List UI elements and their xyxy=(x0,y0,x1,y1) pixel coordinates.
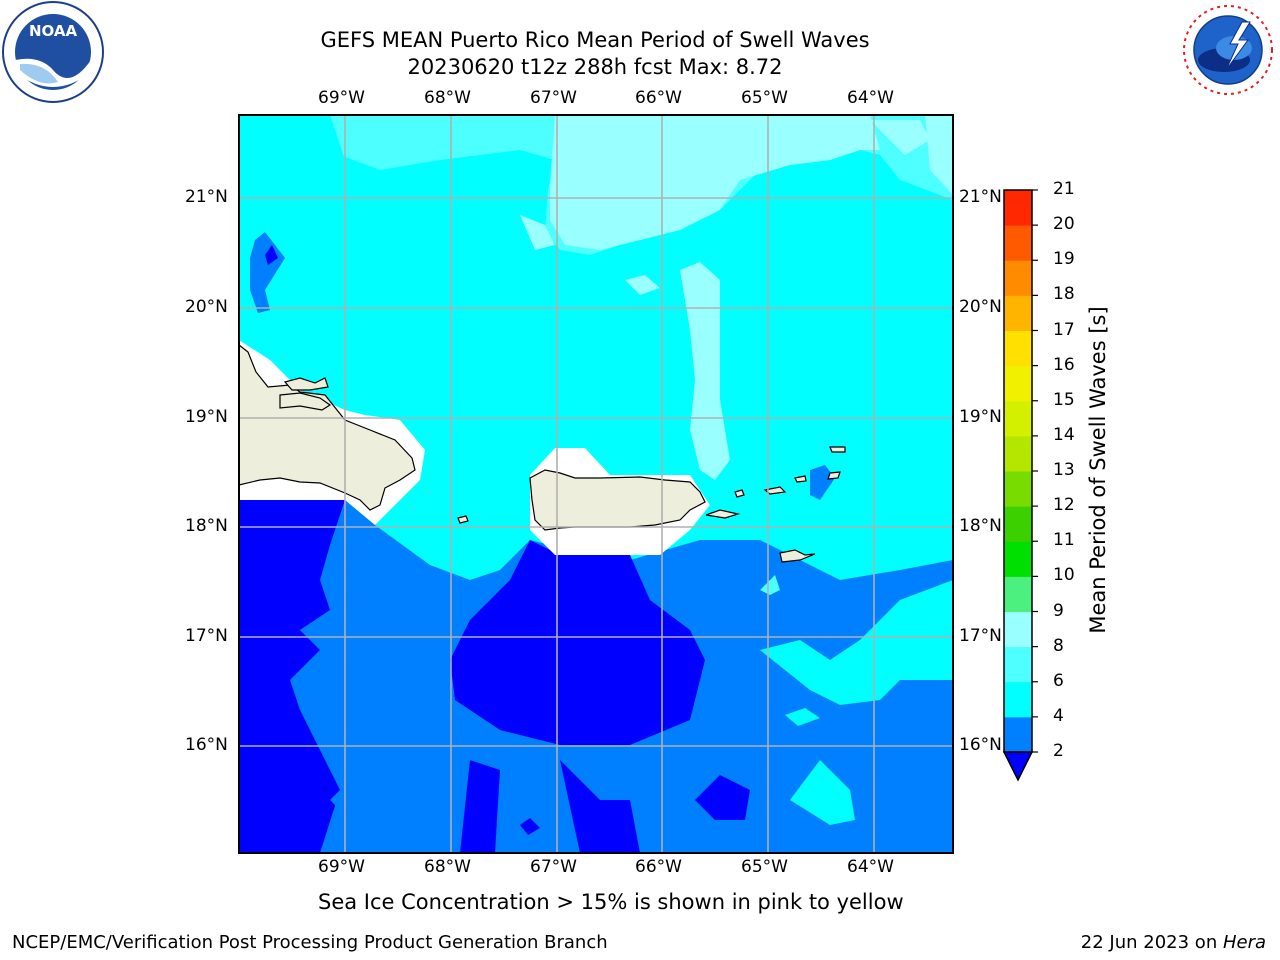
lon-label-top: 64°W xyxy=(847,88,894,108)
colorbar-tick-label: 6 xyxy=(1053,670,1064,691)
colorbar-tick-label: 18 xyxy=(1053,284,1075,305)
colorbar-tick-label: 10 xyxy=(1053,565,1075,586)
colorbar-tick-label: 11 xyxy=(1053,530,1075,551)
colorbar-tick-label: 13 xyxy=(1053,460,1075,480)
lon-label-bottom: 65°W xyxy=(741,857,788,877)
colorbar-tick-label: 21 xyxy=(1053,179,1075,199)
colorbar-segment xyxy=(1004,681,1032,718)
colorbar-tick-label: 8 xyxy=(1053,635,1064,656)
nws-logo xyxy=(1176,0,1280,104)
lon-label-top: 67°W xyxy=(530,88,577,108)
lat-label-right: 16°N xyxy=(959,735,1002,755)
colorbar-tick-label: 20 xyxy=(1053,214,1075,235)
page-title: GEFS MEAN Puerto Rico Mean Period of Swe… xyxy=(320,28,870,52)
lon-label-bottom: 68°W xyxy=(424,857,471,877)
colorbar-tick-label: 4 xyxy=(1053,705,1064,726)
noaa-logo: NOAA xyxy=(0,0,106,108)
lon-label-bottom: 66°W xyxy=(635,857,682,877)
colorbar-segment xyxy=(1004,295,1032,331)
lat-label-left: 16°N xyxy=(185,735,228,755)
colorbar-tick-label: 19 xyxy=(1053,249,1075,270)
lat-label-right: 18°N xyxy=(959,516,1002,536)
colorbar-segment xyxy=(1004,225,1032,261)
colorbar-segment xyxy=(1004,400,1032,437)
lon-label-top: 69°W xyxy=(318,88,365,108)
footer-credit: NCEP/EMC/Verification Post Processing Pr… xyxy=(12,932,608,953)
colorbar-segment xyxy=(1004,435,1032,472)
noaa-logo-text: NOAA xyxy=(29,22,78,40)
colorbar-title: Mean Period of Swell Waves [s] xyxy=(1086,306,1110,634)
colorbar-extend-arrow xyxy=(1002,751,1034,782)
lon-label-bottom: 69°W xyxy=(318,857,365,877)
lon-label-bottom: 64°W xyxy=(847,857,894,877)
colorbar-tick-label: 2 xyxy=(1053,741,1064,761)
colorbar-segment xyxy=(1004,190,1032,226)
colorbar-segment xyxy=(1004,330,1032,367)
colorbar-segment xyxy=(1004,506,1032,542)
colorbar-tick-label: 14 xyxy=(1053,424,1075,445)
colorbar-segment xyxy=(1004,260,1032,296)
colorbar-segment xyxy=(1004,576,1032,612)
colorbar-segment xyxy=(1004,646,1032,683)
map-frame xyxy=(238,114,954,854)
lon-label-bottom: 67°W xyxy=(530,857,577,877)
lat-label-left: 19°N xyxy=(185,407,228,427)
footer-host: Hera xyxy=(1222,932,1266,953)
lat-label-left: 17°N xyxy=(185,626,228,646)
colorbar-tick-label: 16 xyxy=(1053,354,1075,375)
lat-label-right: 20°N xyxy=(959,297,1002,317)
lon-label-top: 66°W xyxy=(635,88,682,108)
lat-label-right: 19°N xyxy=(959,407,1002,427)
lon-label-top: 68°W xyxy=(424,88,471,108)
colorbar-graphic xyxy=(1002,189,1038,782)
lat-label-left: 18°N xyxy=(185,516,228,536)
sea-ice-note: Sea Ice Concentration > 15% is shown in … xyxy=(318,890,904,914)
lat-label-left: 21°N xyxy=(185,187,228,207)
footer-date-text: 22 Jun 2023 on xyxy=(1080,932,1223,953)
colorbar-segment xyxy=(1004,716,1032,753)
lon-label-top: 65°W xyxy=(741,88,788,108)
colorbar-segment xyxy=(1004,365,1032,402)
lat-label-left: 20°N xyxy=(185,297,228,317)
colorbar-tick-label: 17 xyxy=(1053,319,1075,340)
colorbar-segment xyxy=(1004,541,1032,577)
lat-label-right: 21°N xyxy=(959,187,1002,207)
colorbar-tick-label: 9 xyxy=(1053,600,1064,621)
colorbar-tick-label: 15 xyxy=(1053,389,1075,410)
footer-date: 22 Jun 2023 on Hera xyxy=(1081,932,1266,953)
colorbar-segment xyxy=(1004,611,1032,648)
colorbar-tick-label: 12 xyxy=(1053,495,1075,516)
graticule xyxy=(239,115,953,853)
lat-label-right: 17°N xyxy=(959,626,1002,646)
forecast-subtitle: 20230620 t12z 288h fcst Max: 8.72 xyxy=(407,55,783,79)
colorbar-segment xyxy=(1004,471,1032,507)
